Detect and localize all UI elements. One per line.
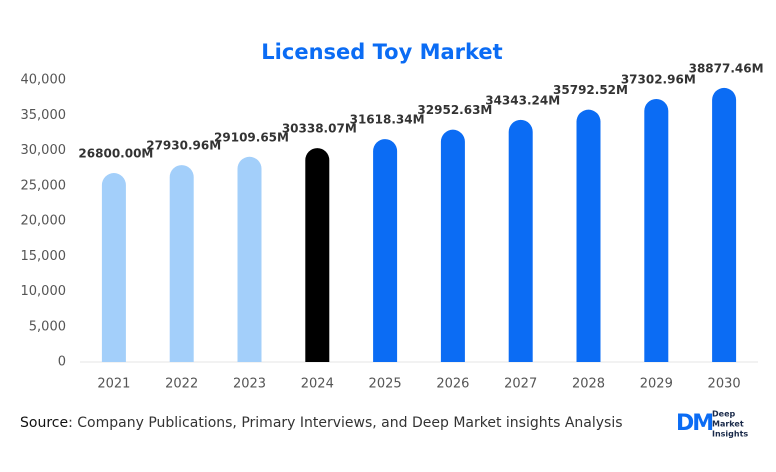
y-tick-label: 35,000 <box>21 108 67 123</box>
value-label: 27930.96M <box>146 139 221 153</box>
y-tick-label: 25,000 <box>21 178 67 193</box>
value-label: 38877.46M <box>689 61 764 75</box>
x-tick-label: 2024 <box>301 377 334 392</box>
source-text: : Company Publications, Primary Intervie… <box>68 415 622 431</box>
value-label: 37302.96M <box>621 73 696 87</box>
logo-line: Insights <box>712 430 748 439</box>
x-tick-label: 2026 <box>436 377 469 392</box>
y-tick-label: 5,000 <box>29 319 66 334</box>
source: Source: Company Publications, Primary In… <box>20 415 623 431</box>
value-label: 34343.24M <box>485 93 560 107</box>
value-label: 26800.00M <box>78 147 153 161</box>
value-label: 30338.07M <box>282 122 357 136</box>
bar <box>576 109 601 362</box>
bar <box>644 99 669 362</box>
value-label: 35792.52M <box>553 83 628 97</box>
x-tick-label: 2027 <box>504 377 537 392</box>
y-tick-label: 30,000 <box>21 143 67 158</box>
chart-title: Licensed Toy Market <box>261 40 502 64</box>
logo-line: Deep <box>712 410 735 419</box>
bar <box>508 119 533 362</box>
source-label: Source <box>20 415 68 431</box>
x-tick-label: 2030 <box>708 377 741 392</box>
bar <box>373 139 398 362</box>
x-tick-label: 2021 <box>97 377 130 392</box>
y-tick-label: 15,000 <box>21 249 67 264</box>
x-tick-label: 2023 <box>233 377 266 392</box>
bar <box>237 156 262 362</box>
bar <box>712 87 737 362</box>
x-tick-label: 2025 <box>369 377 402 392</box>
logo-mark: DM <box>676 411 712 436</box>
y-tick-label: 20,000 <box>21 214 67 229</box>
y-tick-label: 40,000 <box>21 73 67 88</box>
bar <box>305 148 330 362</box>
bar <box>101 173 126 362</box>
x-tick-label: 2022 <box>165 377 198 392</box>
x-tick-label: 2028 <box>572 377 605 392</box>
y-tick-label: 0 <box>58 355 66 370</box>
value-label: 31618.34M <box>350 113 425 127</box>
value-label: 32952.63M <box>417 103 492 117</box>
bar <box>169 165 194 362</box>
bar <box>440 129 465 362</box>
logo-line: Market <box>712 420 744 429</box>
x-tick-label: 2029 <box>640 377 673 392</box>
y-tick-label: 10,000 <box>21 284 67 299</box>
value-label: 29109.65M <box>214 130 289 144</box>
